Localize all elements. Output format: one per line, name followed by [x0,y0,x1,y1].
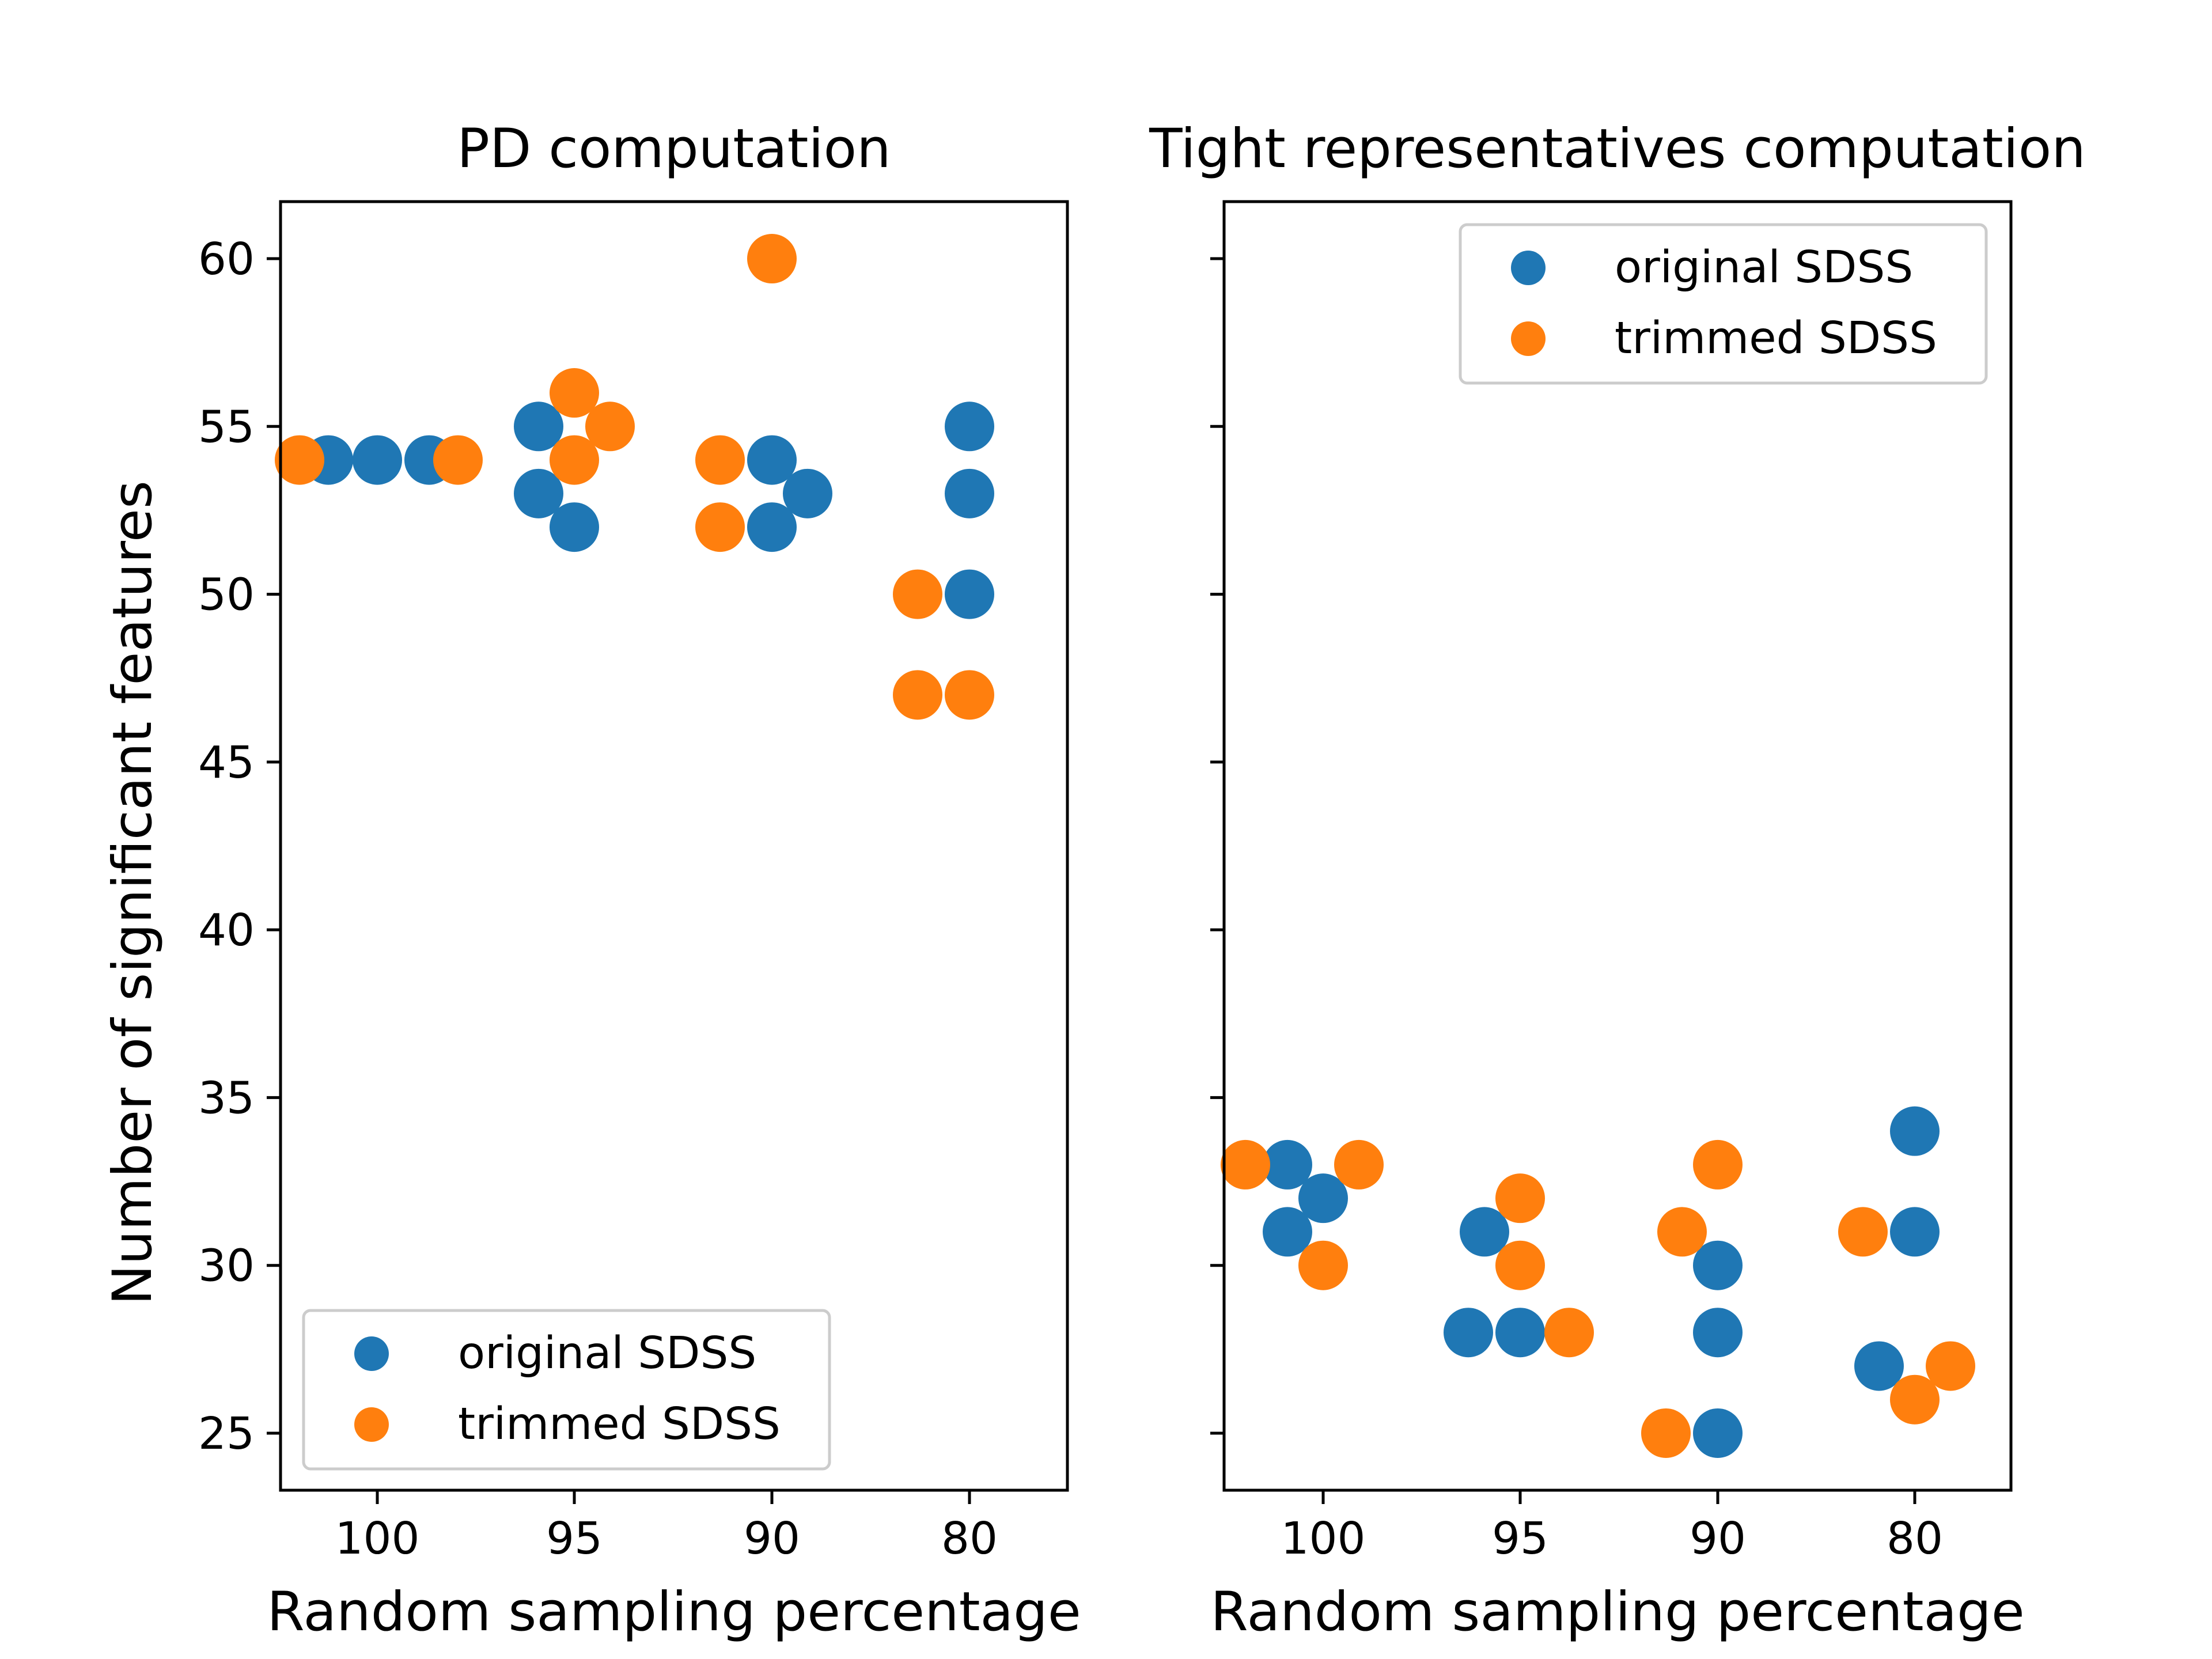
data-point-trimmed [1657,1207,1707,1257]
y-tick-label: 60 [198,234,255,285]
data-point-original [1263,1139,1312,1190]
data-point-original [514,468,563,518]
axis-ticks: 100 95 90 80 [1210,257,1943,1565]
data-point-original [1298,1173,1348,1224]
panel-title: PD computation [457,118,891,180]
data-point-trimmed [1298,1240,1348,1290]
data-point-original [1693,1408,1743,1458]
legend-label-original: original SDSS [458,1328,756,1379]
data-point-original [945,402,994,452]
y-tick-label: 25 [198,1408,255,1460]
data-points [275,234,994,720]
data-point-original [1460,1207,1509,1257]
data-point-original [1693,1240,1743,1290]
panel-title: Tight representatives computation [1149,118,2086,180]
y-tick-label: 45 [198,737,255,789]
data-point-trimmed [1926,1341,1975,1391]
axis-ticks: 25 30 35 40 45 50 55 60 100 95 90 80 [198,234,998,1565]
data-point-original [1854,1341,1904,1391]
data-point-original [945,569,994,619]
x-tick-label: 95 [1492,1513,1548,1565]
data-point-trimmed [585,402,635,452]
legend-marker-trimmed [1511,321,1546,356]
data-point-trimmed [893,670,942,720]
panel-pd-computation: PD computation Number of significant fea… [101,118,1081,1643]
legend: original SDSS trimmed SDSS [302,1309,831,1471]
data-point-trimmed [1890,1374,1940,1425]
data-point-trimmed [550,435,599,485]
y-tick-label: 35 [198,1073,255,1124]
x-tick-label: 100 [1281,1513,1366,1565]
data-point-original [945,468,994,518]
plot-area-frame [279,200,1069,1492]
x-tick-label: 95 [546,1513,603,1565]
data-point-original [1890,1207,1940,1257]
data-point-trimmed [695,435,745,485]
y-tick-label: 50 [198,570,255,621]
data-point-original [1890,1106,1940,1156]
x-tick-label: 80 [1887,1513,1943,1565]
legend-label-trimmed: trimmed SDSS [1615,313,1937,364]
legend-marker-original [1511,251,1546,285]
data-point-original [1263,1207,1312,1257]
y-tick-label: 30 [198,1241,255,1292]
data-point-trimmed [1495,1173,1545,1224]
x-tick-label: 80 [941,1513,998,1565]
data-point-trimmed [747,234,797,284]
data-point-trimmed [1544,1308,1594,1358]
data-point-trimmed [275,435,324,485]
x-tick-label: 90 [1690,1513,1746,1565]
x-tick-label: 100 [335,1513,420,1565]
data-point-trimmed [945,670,994,720]
x-tick-label: 90 [744,1513,800,1565]
data-point-trimmed [1495,1240,1545,1290]
data-point-original [550,502,599,552]
data-point-trimmed [695,502,745,552]
data-point-trimmed [550,368,599,418]
data-points [1221,1106,1975,1458]
legend: original SDSS trimmed SDSS [1459,223,1988,385]
legend-label-trimmed: trimmed SDSS [458,1399,781,1450]
panel-tight-representatives: Tight representatives computation Random… [1149,118,2086,1643]
data-point-trimmed [893,569,942,619]
legend-box [1459,223,1988,385]
y-axis-label: Number of significant features [101,480,164,1305]
data-point-trimmed [1838,1207,1888,1257]
data-point-trimmed [1221,1139,1270,1190]
data-point-trimmed [1641,1408,1691,1458]
data-point-original [783,468,832,518]
data-point-trimmed [433,435,483,485]
data-point-original [1444,1308,1493,1358]
legend-box [302,1309,831,1471]
legend-marker-original [354,1336,389,1371]
data-point-original [1495,1308,1545,1358]
plot-area-frame [1222,200,2013,1492]
data-point-original [514,402,563,452]
data-point-trimmed [1693,1139,1743,1190]
legend-marker-trimmed [354,1407,389,1442]
x-axis-label: Random sampling percentage [267,1581,1081,1643]
data-point-trimmed [1334,1139,1384,1190]
data-point-original [747,435,797,485]
data-point-original [1693,1308,1743,1358]
data-point-original [353,435,402,485]
y-tick-label: 40 [198,905,255,956]
data-point-original [747,502,797,552]
x-axis-label: Random sampling percentage [1210,1581,2024,1643]
legend-label-original: original SDSS [1615,242,1913,293]
y-tick-label: 55 [198,402,255,453]
